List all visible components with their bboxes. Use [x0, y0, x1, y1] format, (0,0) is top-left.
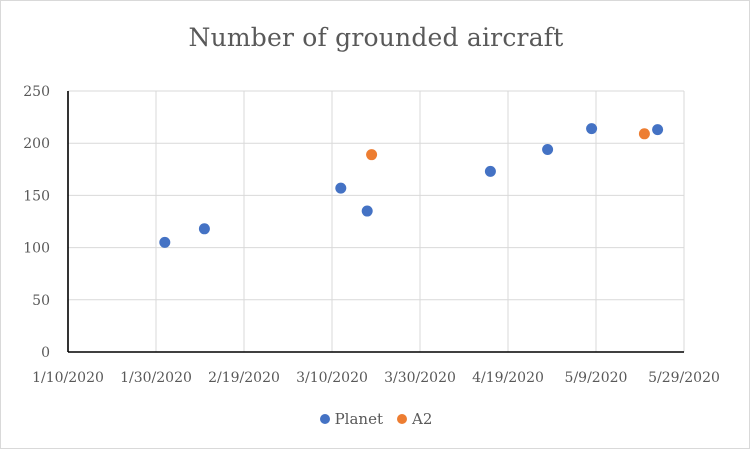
data-point-planet: [335, 182, 347, 194]
y-tick-label: 250: [23, 84, 50, 100]
legend-label-planet: Planet: [334, 410, 383, 428]
legend: Planet A2: [1, 410, 750, 428]
y-tick-label: 100: [23, 241, 50, 257]
x-tick-labels: 1/10/2020 1/30/2020 2/19/2020 3/10/2020 3/30…: [32, 370, 720, 386]
y-tick-label: 200: [23, 136, 50, 152]
axes: [67, 91, 684, 353]
x-tick-label: 4/19/2020: [472, 370, 544, 386]
data-point-a2: [638, 128, 650, 140]
x-tick-label: 1/30/2020: [120, 370, 192, 386]
data-point-planet: [586, 123, 598, 135]
y-tick-label: 150: [23, 188, 50, 204]
y-tick-labels: 0 50 100 150 200 250: [23, 84, 50, 361]
x-tick-label: 3/30/2020: [384, 370, 456, 386]
x-tick-label: 3/10/2020: [296, 370, 368, 386]
legend-item-a2: A2: [397, 410, 432, 428]
data-point-planet: [159, 236, 171, 248]
x-tick-label: 5/29/2020: [648, 370, 720, 386]
data-point-planet: [652, 124, 664, 136]
legend-label-a2: A2: [412, 410, 433, 428]
gridlines: [68, 90, 685, 352]
legend-item-planet: Planet: [319, 410, 383, 428]
legend-swatch-planet: [319, 414, 330, 424]
x-tick-label: 1/10/2020: [32, 370, 104, 386]
data-point-a2: [366, 149, 378, 161]
y-tick-label: 0: [41, 345, 50, 361]
data-point-planet: [361, 205, 373, 217]
x-tick-label: 5/9/2020: [565, 370, 628, 386]
data-point-planet: [484, 165, 496, 177]
y-tick-label: 50: [32, 293, 50, 309]
data-point-planet: [198, 223, 210, 235]
legend-swatch-a2: [397, 414, 407, 424]
data-points: [159, 123, 664, 248]
data-point-planet: [542, 143, 554, 155]
x-tick-label: 2/19/2020: [208, 370, 280, 386]
chart-title: Number of grounded aircraft: [188, 23, 564, 52]
